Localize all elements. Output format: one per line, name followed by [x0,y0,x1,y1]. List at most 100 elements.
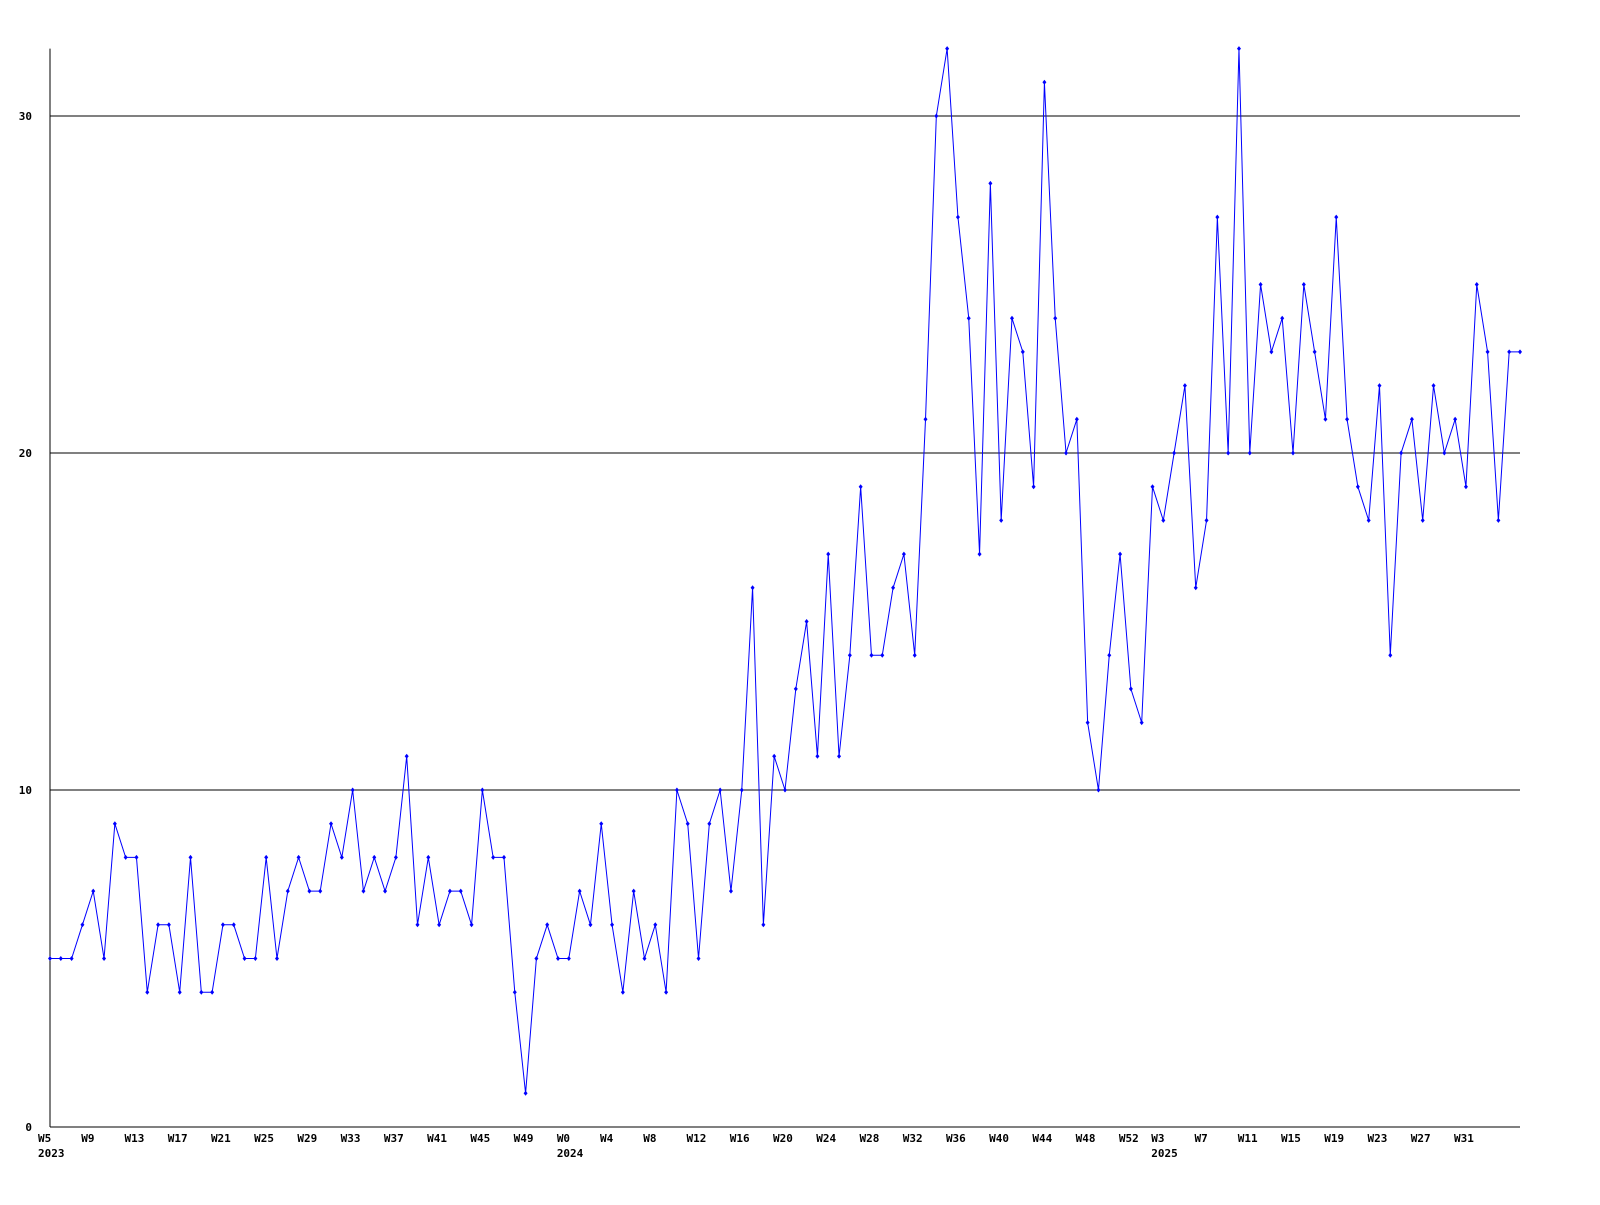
x-tick-label: W25 [254,1132,274,1145]
x-tick-label: W7 [1195,1132,1208,1145]
point [1399,450,1404,456]
point [761,922,766,928]
point [1442,450,1447,456]
point [1236,46,1241,52]
point [869,652,874,658]
x-tick-label: W24 [816,1132,836,1145]
x-tick-label: W32 [903,1132,923,1145]
x-tick-label: W17 [168,1132,188,1145]
point [491,854,496,860]
x-tick-label: W45 [470,1132,490,1145]
point [177,989,182,995]
point [285,888,290,894]
point [274,956,279,961]
y-tick-label: 10 [19,784,32,797]
point [1182,383,1187,389]
x-tick-label: W5 [38,1132,51,1145]
point [318,888,323,894]
point [804,619,809,624]
point [1074,416,1079,422]
point [1355,484,1360,490]
x-tick-label: W19 [1324,1132,1344,1145]
point [858,484,863,490]
x-tick-label: W40 [989,1132,1009,1145]
point [134,854,139,860]
point [1118,551,1123,557]
point [707,821,712,827]
point [966,315,971,321]
point [783,787,787,793]
point [145,989,150,995]
point [837,753,842,759]
point [1204,517,1209,523]
point [307,888,312,894]
x-tick-label: W44 [1032,1132,1052,1145]
point [1474,282,1479,287]
x-tick-label: W31 [1454,1132,1474,1145]
point [80,922,85,928]
point [577,888,582,894]
point [1139,720,1144,726]
point [361,888,366,894]
x-tick-label: W0 [557,1132,570,1145]
x-year-label: 2024 [557,1147,584,1160]
point [1409,416,1414,422]
point [685,821,690,827]
x-year-label: 2025 [1151,1147,1178,1160]
x-tick-label: W37 [384,1132,404,1145]
point [69,956,74,961]
point [166,922,171,928]
point [1496,517,1501,523]
point [404,753,409,759]
point [674,787,679,793]
point [231,922,236,928]
point [793,686,798,692]
point [772,753,777,759]
point [1128,686,1133,692]
point [1280,315,1285,321]
x-tick-label: W23 [1367,1132,1387,1145]
point [253,956,258,961]
x-tick-label: W21 [211,1132,231,1145]
point [988,180,993,186]
point [1064,450,1069,456]
point [1345,416,1350,422]
point [1431,383,1436,389]
point [1053,315,1058,321]
point [610,922,615,928]
point [826,551,831,557]
point [620,989,625,995]
point [1042,79,1047,85]
point [112,821,117,827]
point [664,989,669,995]
point [1247,450,1252,456]
point [156,922,161,928]
point [480,787,485,793]
point [1463,484,1468,490]
x-tick-label: W3 [1151,1132,1164,1145]
point [945,46,950,52]
point [372,854,377,860]
point [1485,349,1490,355]
point [642,956,647,961]
x-tick-label: W11 [1238,1132,1258,1145]
point [1323,416,1328,422]
point [58,956,63,961]
point [556,956,561,961]
point [999,517,1004,523]
point [912,652,917,658]
point [901,551,906,557]
point [739,787,744,793]
x-tick-label: W9 [81,1132,94,1145]
point [750,585,755,591]
y-tick-label: 30 [19,110,32,123]
y-tick-label: 0 [25,1121,32,1134]
x-tick-label: W28 [859,1132,879,1145]
point [534,956,539,961]
point [329,821,334,827]
point [469,922,474,928]
point [1377,383,1382,389]
point [296,854,301,860]
point [48,956,52,961]
